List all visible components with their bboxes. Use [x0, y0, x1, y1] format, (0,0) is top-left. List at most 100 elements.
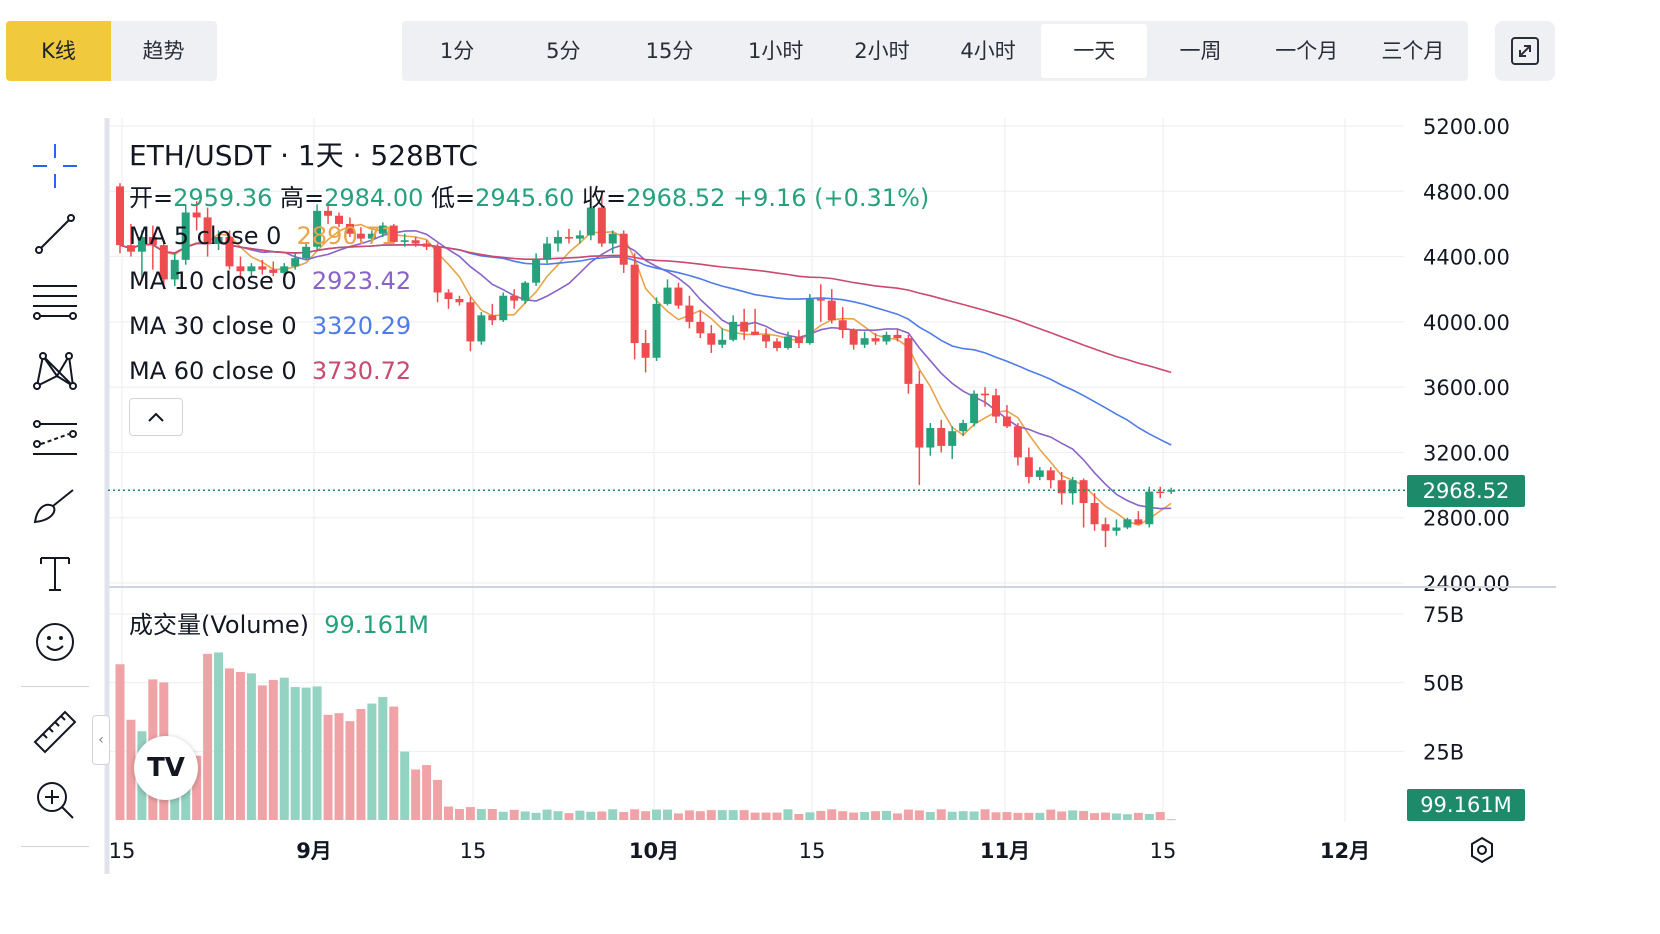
volume-bar: [1002, 812, 1012, 820]
candle-body: [707, 333, 716, 345]
volume-bar: [991, 812, 1001, 820]
pattern-tool[interactable]: [28, 343, 82, 397]
candle-body: [170, 259, 179, 280]
chart-settings-button[interactable]: [1462, 832, 1502, 868]
interval-1min[interactable]: 1分: [439, 39, 475, 63]
volume-bar: [805, 812, 815, 820]
volume-bar: [301, 687, 311, 820]
zoom-tool[interactable]: [28, 773, 82, 827]
volume-bar: [695, 811, 705, 820]
ma-value: 3730.72: [311, 357, 412, 385]
candle-body: [1123, 519, 1132, 528]
interval-2hour[interactable]: 2小时: [854, 39, 910, 63]
interval-15min[interactable]: 15分: [645, 39, 694, 63]
time-tick-label: 11月: [980, 839, 1030, 863]
candle-body: [805, 299, 814, 344]
candle-body: [543, 243, 552, 260]
candle-body: [324, 210, 333, 216]
price-tick-label: 5200.00: [1423, 115, 1510, 139]
candle-body: [794, 336, 803, 344]
ruler-tool[interactable]: [28, 705, 82, 759]
candle-body: [1013, 426, 1022, 458]
candle-body: [466, 302, 475, 342]
volume-bar: [936, 809, 946, 820]
toolbar-divider: [21, 846, 89, 847]
ma-value: 2923.42: [311, 267, 412, 295]
candle-body: [1145, 491, 1154, 525]
volume-bar: [717, 810, 727, 820]
candle-body: [510, 295, 519, 301]
volume-bar: [225, 668, 234, 820]
volume-bar: [487, 809, 497, 820]
price-tick-label: 2400.00: [1423, 572, 1510, 596]
horizontal-lines-icon: [33, 285, 77, 320]
fullscreen-button[interactable]: [1495, 21, 1555, 81]
interval-4hour[interactable]: 4小时: [960, 39, 1016, 63]
interval-1week[interactable]: 一周: [1179, 39, 1222, 63]
candle-body: [992, 395, 1000, 417]
candle-body: [773, 341, 781, 348]
emoji-tool[interactable]: [28, 615, 82, 669]
zoom-in-icon: [37, 782, 74, 819]
volume-legend: 成交量(Volume) 99.161M: [129, 605, 429, 640]
candle-body: [203, 217, 212, 244]
interval-3month[interactable]: 三个月: [1381, 39, 1445, 63]
interval-1hour[interactable]: 1小时: [748, 39, 804, 63]
volume-bar: [498, 811, 508, 820]
volume-bar: [1122, 814, 1132, 820]
interval-5min[interactable]: 5分: [546, 39, 581, 63]
symbol-title: ETH/USDT · 1天 · 528BTC: [129, 139, 479, 172]
candle-body: [345, 223, 354, 234]
time-tick-label: 10月: [629, 839, 679, 863]
volume-bar: [1046, 809, 1056, 820]
candle-body: [378, 225, 387, 234]
candle-body: [181, 212, 190, 260]
tab-trend[interactable]: 趋势: [142, 39, 185, 63]
candlesticks: [116, 183, 1176, 548]
low-value: 2945.60: [475, 184, 575, 212]
volume-bar: [290, 687, 300, 820]
toolbar-collapse-button[interactable]: ‹: [92, 715, 110, 765]
text-tool[interactable]: [28, 547, 82, 601]
candle-body: [564, 236, 573, 239]
volume-bar: [794, 813, 804, 820]
volume-label: 成交量(Volume): [129, 611, 309, 639]
candle-body: [1035, 470, 1044, 477]
candle-body: [1002, 416, 1011, 427]
volume-bar: [728, 810, 738, 820]
interval-1month[interactable]: 一个月: [1275, 39, 1339, 63]
candle-body: [422, 243, 431, 247]
candle-body: [532, 259, 541, 283]
volume-bar: [433, 779, 443, 820]
high-value: 2984.00: [324, 184, 424, 212]
candle-body: [718, 339, 727, 345]
prediction-tool[interactable]: [28, 411, 82, 465]
tab-kline[interactable]: K线: [6, 21, 111, 81]
volume-tick-label: 75B: [1423, 603, 1464, 627]
open-label: 开=: [129, 184, 174, 212]
gear-icon: [1471, 836, 1493, 864]
candle-body: [663, 287, 672, 304]
volume-bar: [706, 810, 716, 820]
volume-bar: [279, 677, 289, 820]
ruler-icon: [33, 710, 77, 754]
brush-tool[interactable]: [28, 479, 82, 533]
time-tick-label: 15: [460, 839, 487, 863]
volume-bar: [356, 709, 366, 820]
candle-body: [477, 315, 486, 342]
volume-bar: [827, 809, 837, 820]
interval-1day[interactable]: 一天: [1041, 24, 1148, 78]
candle-body: [751, 331, 760, 335]
tradingview-logo[interactable]: TV: [134, 736, 198, 800]
candle-body: [981, 393, 990, 396]
trendline-tool[interactable]: [28, 207, 82, 261]
candle-body: [630, 264, 639, 344]
candle-body: [411, 240, 420, 244]
crosshair-tool[interactable]: [28, 139, 82, 193]
forecast-icon: [33, 420, 77, 455]
volume-bar: [586, 811, 596, 820]
volume-bar: [323, 714, 333, 820]
legend-collapse-button[interactable]: [129, 398, 183, 436]
fib-tool[interactable]: [28, 275, 82, 329]
